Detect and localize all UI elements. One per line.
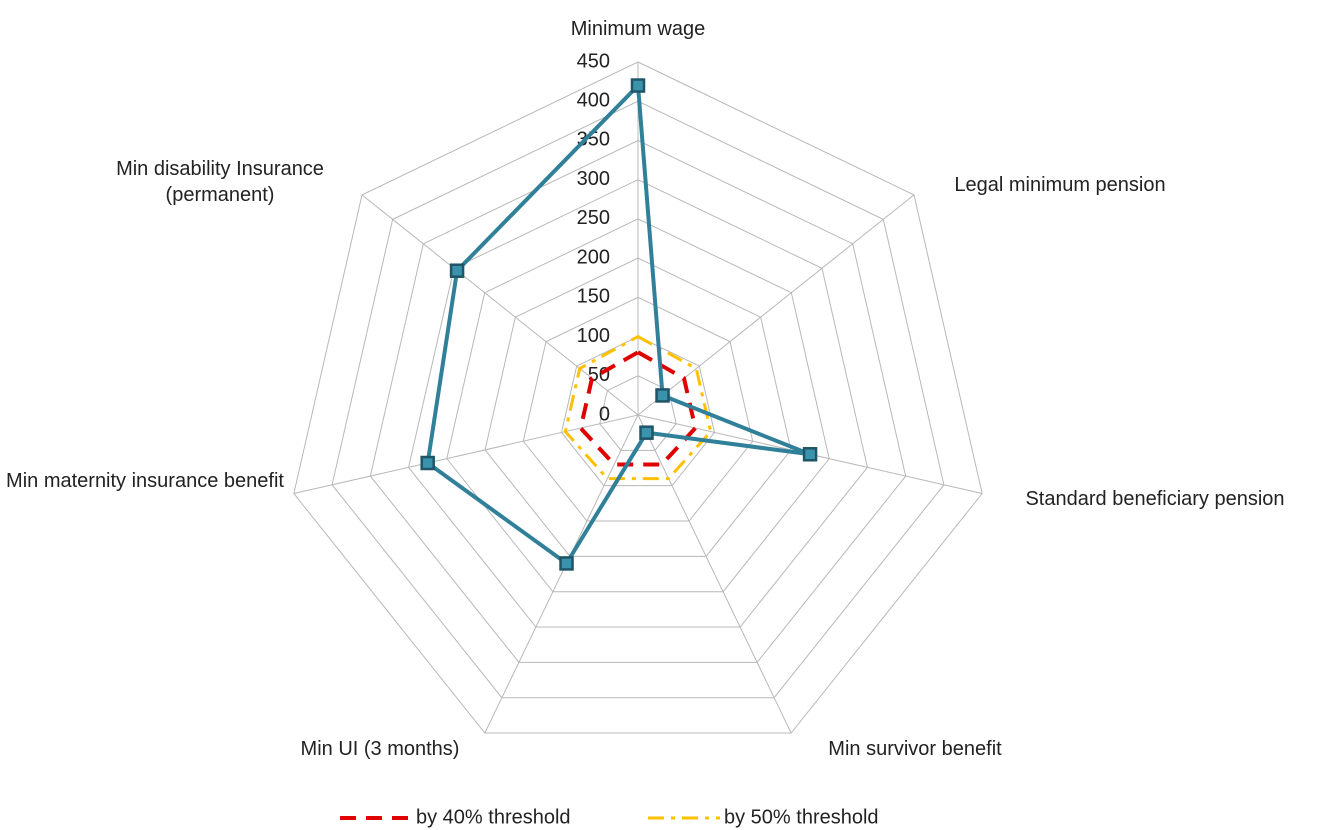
tick-label: 100 xyxy=(577,325,610,347)
marker xyxy=(655,388,670,403)
marker xyxy=(420,455,435,471)
grid-ring xyxy=(522,296,754,522)
category-label: Min maternity insurance benefit xyxy=(6,470,284,492)
legend-label: by 40% threshold xyxy=(416,806,571,828)
category-label: Minimum wage xyxy=(570,18,706,40)
spoke xyxy=(637,414,792,734)
spoke xyxy=(637,194,915,416)
tick-label: 250 xyxy=(577,207,610,229)
category-label: Min disability Insurance (permanent) xyxy=(116,158,324,206)
grid-ring xyxy=(369,139,907,663)
tick-label: 200 xyxy=(577,246,610,268)
legend-label: by 50% threshold xyxy=(724,806,879,828)
category-label: Standard beneficiary pension xyxy=(1025,488,1285,510)
tick-label: 0 xyxy=(599,403,610,425)
marker xyxy=(630,78,646,93)
grid-ring xyxy=(484,257,792,557)
grid-ring xyxy=(560,336,716,487)
tick-label: 450 xyxy=(577,50,610,72)
spoke xyxy=(293,414,639,495)
series-line xyxy=(563,334,713,481)
grid-ring xyxy=(331,100,945,699)
category-label: Legal minimum pension xyxy=(954,174,1166,196)
category-label: Min UI (3 months) xyxy=(300,738,460,760)
tick-label: 350 xyxy=(577,129,610,151)
category-label: Min survivor benefit xyxy=(828,738,1002,760)
marker xyxy=(449,263,465,278)
series-line xyxy=(578,349,698,467)
marker xyxy=(639,425,654,440)
tick-label: 400 xyxy=(577,90,610,112)
grid-ring xyxy=(408,179,868,628)
tick-label: 150 xyxy=(577,286,610,308)
marker xyxy=(802,447,818,462)
series-line xyxy=(425,80,811,567)
spoke xyxy=(484,414,639,734)
grid-ring xyxy=(446,218,830,593)
marker xyxy=(559,556,574,571)
grid-ring xyxy=(293,61,983,734)
tick-label: 300 xyxy=(577,168,610,190)
